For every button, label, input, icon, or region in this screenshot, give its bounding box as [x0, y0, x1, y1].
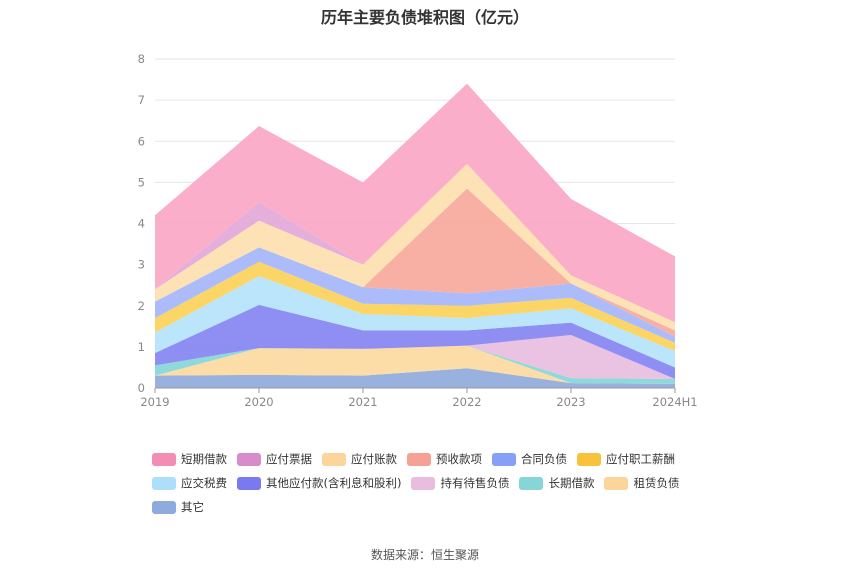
y-tick-label: 4	[138, 217, 145, 231]
y-tick-label: 0	[138, 381, 145, 395]
legend-swatch	[152, 500, 176, 514]
legend-item[interactable]: 合同负债	[492, 447, 567, 471]
area-series-0[interactable]	[155, 368, 675, 388]
legend-label: 合同负债	[521, 452, 567, 466]
x-tick-label: 2024H1	[652, 395, 697, 409]
x-tick-label: 2019	[140, 395, 169, 409]
legend-swatch	[152, 452, 176, 466]
legend-swatch	[237, 452, 261, 466]
legend-swatch	[604, 476, 629, 490]
chart-title: 历年主要负债堆积图（亿元）	[320, 8, 529, 27]
legend-swatch	[577, 452, 601, 466]
legend-swatch	[492, 452, 516, 466]
legend-label: 持有待售负债	[440, 476, 510, 490]
legend-swatch	[322, 452, 346, 466]
legend-item[interactable]: 持有待售负债	[411, 471, 509, 495]
area-series-9[interactable]	[155, 163, 675, 331]
y-tick-label: 3	[138, 258, 145, 272]
legend-label: 预收款项	[436, 452, 482, 466]
x-tick-label: 2022	[452, 395, 481, 409]
legend: 短期借款 应付票据 应付账款 预收款项 合同负债 应付职工薪酬应交税费 其他应付款(含利息和…	[152, 447, 712, 519]
area-series-7[interactable]	[155, 247, 675, 343]
data-source-note: 数据来源：恒生聚源	[370, 548, 479, 562]
area-series-11[interactable]	[155, 83, 675, 323]
legend-item[interactable]: 应付账款	[322, 447, 397, 471]
y-tick-label: 1	[138, 340, 145, 354]
legend-item[interactable]: 其它	[152, 495, 204, 519]
legend-label: 其它	[181, 500, 204, 514]
y-tick-label: 8	[138, 52, 145, 66]
x-tick-label: 2023	[556, 395, 585, 409]
legend-item[interactable]: 长期借款	[519, 471, 594, 495]
area-series-4[interactable]	[155, 304, 675, 379]
legend-label: 应付票据	[266, 452, 312, 466]
legend-item[interactable]: 其他应付款(含利息和股利)	[237, 471, 401, 495]
legend-swatch	[519, 476, 544, 490]
y-tick-label: 2	[138, 299, 145, 313]
legend-item[interactable]: 应付票据	[237, 447, 312, 471]
legend-label: 应付账款	[351, 452, 397, 466]
series-areas[interactable]	[155, 83, 675, 388]
axes: 0 1 2 3 4 5 6 7 8 2019 2020 2021 2022 2023 2024H1	[138, 52, 698, 409]
legend-label: 其他应付款(含利息和股利)	[266, 476, 402, 490]
legend-label: 应付职工薪酬	[606, 452, 675, 466]
legend-item[interactable]: 租赁负债	[604, 471, 679, 495]
area-series-6[interactable]	[155, 261, 675, 351]
area-series-1[interactable]	[155, 345, 675, 384]
legend-item[interactable]: 应交税费	[152, 471, 227, 495]
legend-item[interactable]: 应付职工薪酬	[577, 447, 675, 471]
legend-swatch	[237, 476, 261, 490]
legend-label: 租赁负债	[633, 476, 680, 490]
legend-item[interactable]: 预收款项	[407, 447, 482, 471]
legend-label: 长期借款	[548, 476, 595, 490]
legend-swatch	[152, 476, 176, 490]
legend-item[interactable]: 短期借款	[152, 447, 227, 471]
legend-label: 短期借款	[181, 452, 227, 466]
area-series-2[interactable]	[155, 345, 675, 384]
legend-swatch	[407, 452, 431, 466]
y-tick-label: 5	[138, 175, 145, 189]
legend-swatch	[411, 476, 436, 490]
y-tick-label: 7	[138, 93, 145, 107]
y-tick-label: 6	[138, 134, 145, 148]
x-tick-label: 2020	[244, 395, 273, 409]
legend-label: 应交税费	[181, 476, 227, 490]
area-series-3[interactable]	[155, 334, 675, 379]
x-tick-label: 2021	[348, 395, 377, 409]
area-series-8[interactable]	[155, 188, 675, 337]
area-series-5[interactable]	[155, 276, 675, 368]
